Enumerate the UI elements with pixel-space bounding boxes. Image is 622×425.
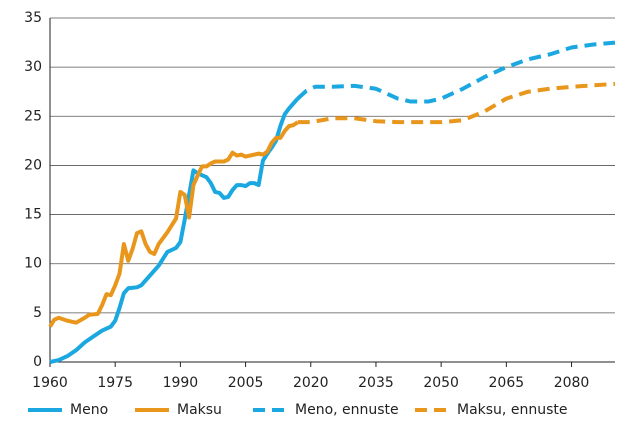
x-tick-label: 2020 <box>293 375 329 391</box>
x-tick-label: 2050 <box>423 375 459 391</box>
y-tick-label: 25 <box>24 108 42 124</box>
x-tick-label: 2080 <box>554 375 590 391</box>
legend-label: Maksu, ennuste <box>457 402 567 418</box>
y-tick-label: 20 <box>24 157 42 173</box>
y-tick-label: 15 <box>24 207 42 223</box>
x-tick-label: 2035 <box>358 375 394 391</box>
legend-label: Meno, ennuste <box>295 402 399 418</box>
y-tick-label: 0 <box>33 354 42 370</box>
x-tick-label: 1990 <box>163 375 199 391</box>
y-tick-label: 10 <box>24 256 42 272</box>
legend-label: Meno <box>70 402 108 418</box>
series-line <box>49 97 300 364</box>
series-line <box>48 120 299 328</box>
x-tick-label: 1960 <box>32 375 68 391</box>
y-tick-label: 30 <box>24 59 42 75</box>
legend-label: Maksu <box>177 402 222 418</box>
series-line <box>297 81 616 125</box>
x-tick-label: 1975 <box>97 375 133 391</box>
series-line <box>296 40 616 104</box>
x-tick-label: 2005 <box>228 375 264 391</box>
y-tick-label: 5 <box>33 305 42 321</box>
x-tick-label: 2065 <box>489 375 525 391</box>
y-tick-label: 35 <box>24 10 42 26</box>
